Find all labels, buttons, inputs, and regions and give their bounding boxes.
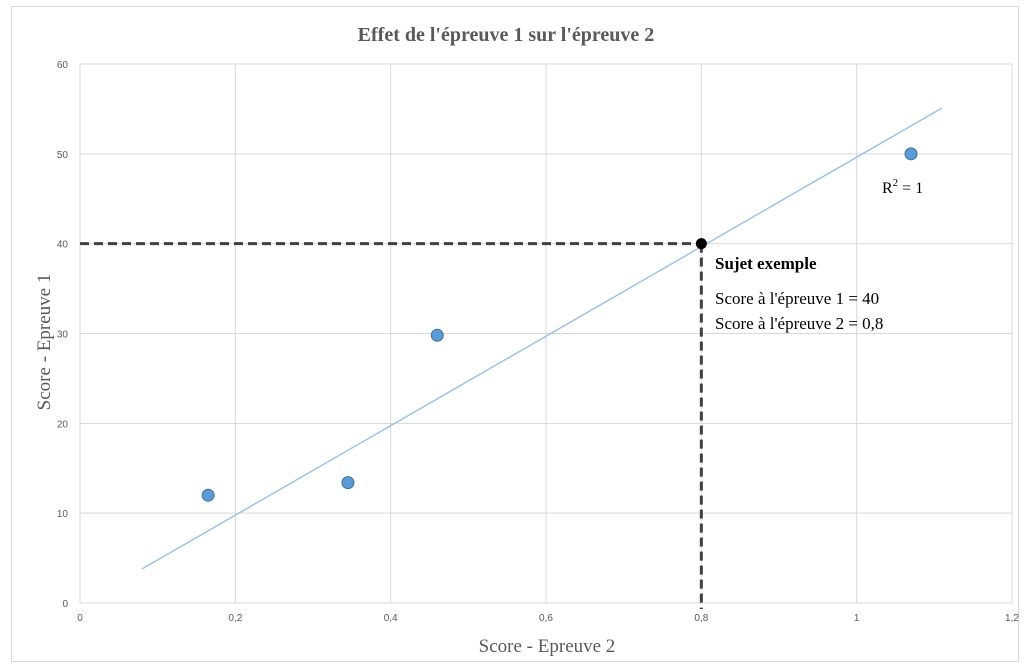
data-point (430, 328, 444, 342)
grid-layer (79, 63, 1013, 604)
data-point (341, 476, 355, 490)
chart-title: Effet de l'épreuve 1 sur l'épreuve 2 (358, 24, 655, 46)
r-squared-base: R (882, 180, 893, 197)
highlight-point (695, 238, 707, 250)
y-tick-label: 0 (62, 599, 68, 610)
chart-frame: 0 0,2 0,4 0,6 0,8 1 1,2 0 10 20 30 40 50 60 Effet de … (11, 6, 1019, 662)
trendline (141, 107, 943, 570)
subject-annotation-line2: Score à l'épreuve 2 = 0,8 (715, 314, 883, 333)
subject-annotation-title: Sujet exemple (715, 254, 817, 273)
x-tick-label: 0 (77, 613, 83, 624)
y-tick-label: 40 (57, 240, 69, 251)
y-tick-label: 10 (57, 509, 69, 520)
r-squared-label: R2 = 1 (882, 177, 923, 197)
data-point (201, 488, 215, 502)
r-squared-exponent: 2 (893, 177, 899, 189)
tick-labels-layer: 0 0,2 0,4 0,6 0,8 1 1,2 0 10 20 30 40 50 60 (57, 60, 1020, 624)
y-tick-label: 20 (57, 419, 69, 430)
y-tick-label: 30 (57, 330, 69, 341)
x-tick-label: 0,6 (539, 613, 553, 624)
x-tick-label: 1,2 (1005, 613, 1019, 624)
r-squared-value: = 1 (898, 180, 923, 197)
y-axis-title: Score - Epreuve 1 (34, 274, 55, 411)
scatter-chart: 0 0,2 0,4 0,6 0,8 1 1,2 0 10 20 30 40 50 60 Effet de … (34, 24, 1020, 657)
y-tick-label: 60 (57, 60, 69, 71)
points-layer (201, 147, 918, 502)
x-tick-label: 0,4 (384, 613, 398, 624)
trendline-layer (141, 107, 943, 570)
x-tick-label: 0,2 (228, 613, 242, 624)
x-tick-label: 1 (854, 613, 860, 624)
data-point (904, 147, 918, 161)
x-axis-title: Score - Epreuve 2 (479, 636, 616, 657)
y-tick-label: 50 (57, 150, 69, 161)
subject-annotation-line1: Score à l'épreuve 1 = 40 (715, 289, 879, 308)
x-tick-label: 0,8 (694, 613, 708, 624)
guide-lines-layer (80, 242, 703, 609)
